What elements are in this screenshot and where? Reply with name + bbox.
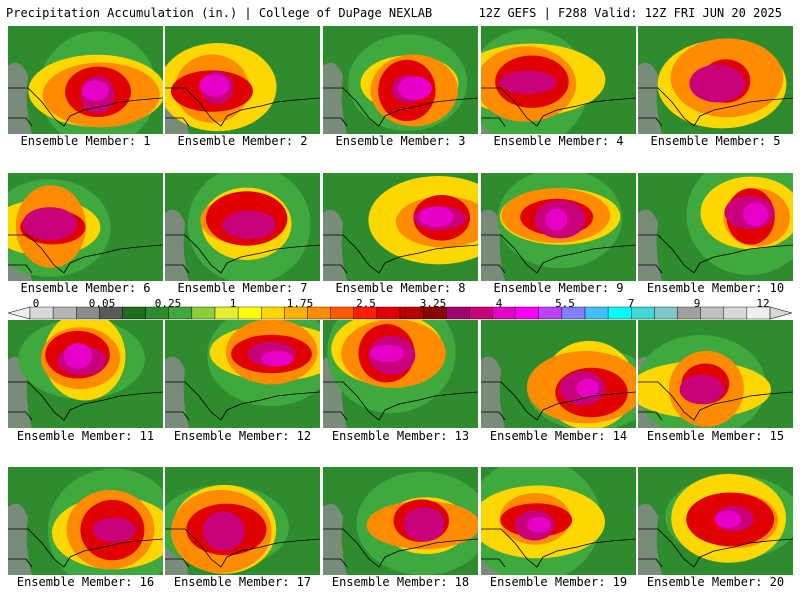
colorbar-segment	[631, 306, 655, 320]
precip-map-panel	[638, 26, 793, 134]
colorbar-segment	[237, 306, 262, 320]
colorbar-tick-label: 7	[627, 297, 635, 310]
colorbar-tick-label: 2.5	[356, 297, 376, 310]
panel-caption: Ensemble Member: 17	[173, 575, 312, 589]
precipitation-colorbar	[8, 306, 792, 320]
colorbar-tick-label: 12	[756, 297, 770, 310]
panel-caption: Ensemble Member: 4	[493, 134, 624, 148]
colorbar-tick-label: 4	[495, 297, 503, 310]
panel-caption: Ensemble Member: 3	[335, 134, 466, 148]
precip-map-panel	[165, 320, 320, 428]
panel-caption: Ensemble Member: 13	[331, 429, 470, 443]
colorbar-segment	[654, 306, 678, 320]
panel-caption: Ensemble Member: 14	[489, 429, 628, 443]
panel-caption: Ensemble Member: 8	[335, 281, 466, 295]
colorbar-segment	[584, 306, 609, 320]
map-title: Precipitation Accumulation (in.) | Colle…	[6, 6, 433, 20]
panel-caption: Ensemble Member: 7	[177, 281, 308, 295]
colorbar-segment	[723, 306, 748, 320]
precip-map-panel	[165, 467, 320, 575]
panel-caption: Ensemble Member: 5	[650, 134, 781, 148]
precip-map-panel	[481, 26, 636, 134]
panel-caption: Ensemble Member: 6	[20, 281, 151, 295]
precip-map-panel	[165, 173, 320, 281]
colorbar-tick-label: 9	[693, 297, 701, 310]
panel-caption: Ensemble Member: 20	[646, 575, 785, 589]
colorbar-segment	[515, 306, 539, 320]
colorbar-segment	[122, 306, 146, 320]
precip-map-panel	[481, 467, 636, 575]
colorbar-right-arrow	[769, 306, 792, 320]
precip-map-panel	[638, 320, 793, 428]
precip-map-panel	[481, 320, 636, 428]
panel-caption: Ensemble Member: 11	[16, 429, 155, 443]
precip-map-panel	[8, 26, 163, 134]
panel-caption: Ensemble Member: 19	[489, 575, 628, 589]
panel-caption: Ensemble Member: 15	[646, 429, 785, 443]
precip-map-panel	[8, 467, 163, 575]
panel-caption: Ensemble Member: 10	[646, 281, 785, 295]
panel-caption: Ensemble Member: 9	[493, 281, 624, 295]
precip-map-panel	[8, 173, 163, 281]
precip-map-panel	[323, 320, 478, 428]
colorbar-tick-label: 3.25	[419, 297, 447, 310]
colorbar-tick-label: 0	[32, 297, 40, 310]
colorbar-tick-label: 0.05	[88, 297, 116, 310]
colorbar-tick-label: 5.5	[555, 297, 575, 310]
panel-caption: Ensemble Member: 16	[16, 575, 155, 589]
panel-caption: Ensemble Member: 18	[331, 575, 470, 589]
precip-map-panel	[323, 173, 478, 281]
colorbar-segment	[191, 306, 216, 320]
colorbar-segment	[469, 306, 493, 320]
panel-caption: Ensemble Member: 2	[177, 134, 308, 148]
colorbar-tick-label: 1	[229, 297, 237, 310]
model-run-info: 12Z GEFS | F288 Valid: 12Z FRI JUN 20 20…	[478, 6, 782, 20]
colorbar-segment	[700, 306, 724, 320]
precip-map-panel	[481, 173, 636, 281]
precip-map-panel	[165, 26, 320, 134]
precip-map-panel	[323, 26, 478, 134]
precip-map-panel	[323, 467, 478, 575]
panel-caption: Ensemble Member: 12	[173, 429, 312, 443]
colorbar-segment	[446, 306, 470, 320]
colorbar-tick-label: 0.25	[154, 297, 182, 310]
colorbar-tick-label: 1.75	[286, 297, 314, 310]
colorbar-segment	[376, 306, 401, 320]
colorbar-segment	[261, 306, 285, 320]
colorbar-segment	[330, 306, 354, 320]
panel-caption: Ensemble Member: 1	[20, 134, 151, 148]
precip-map-panel	[638, 467, 793, 575]
precip-map-panel	[638, 173, 793, 281]
colorbar-left-arrow	[8, 306, 31, 320]
colorbar-segment	[52, 306, 77, 320]
precip-map-panel	[8, 320, 163, 428]
